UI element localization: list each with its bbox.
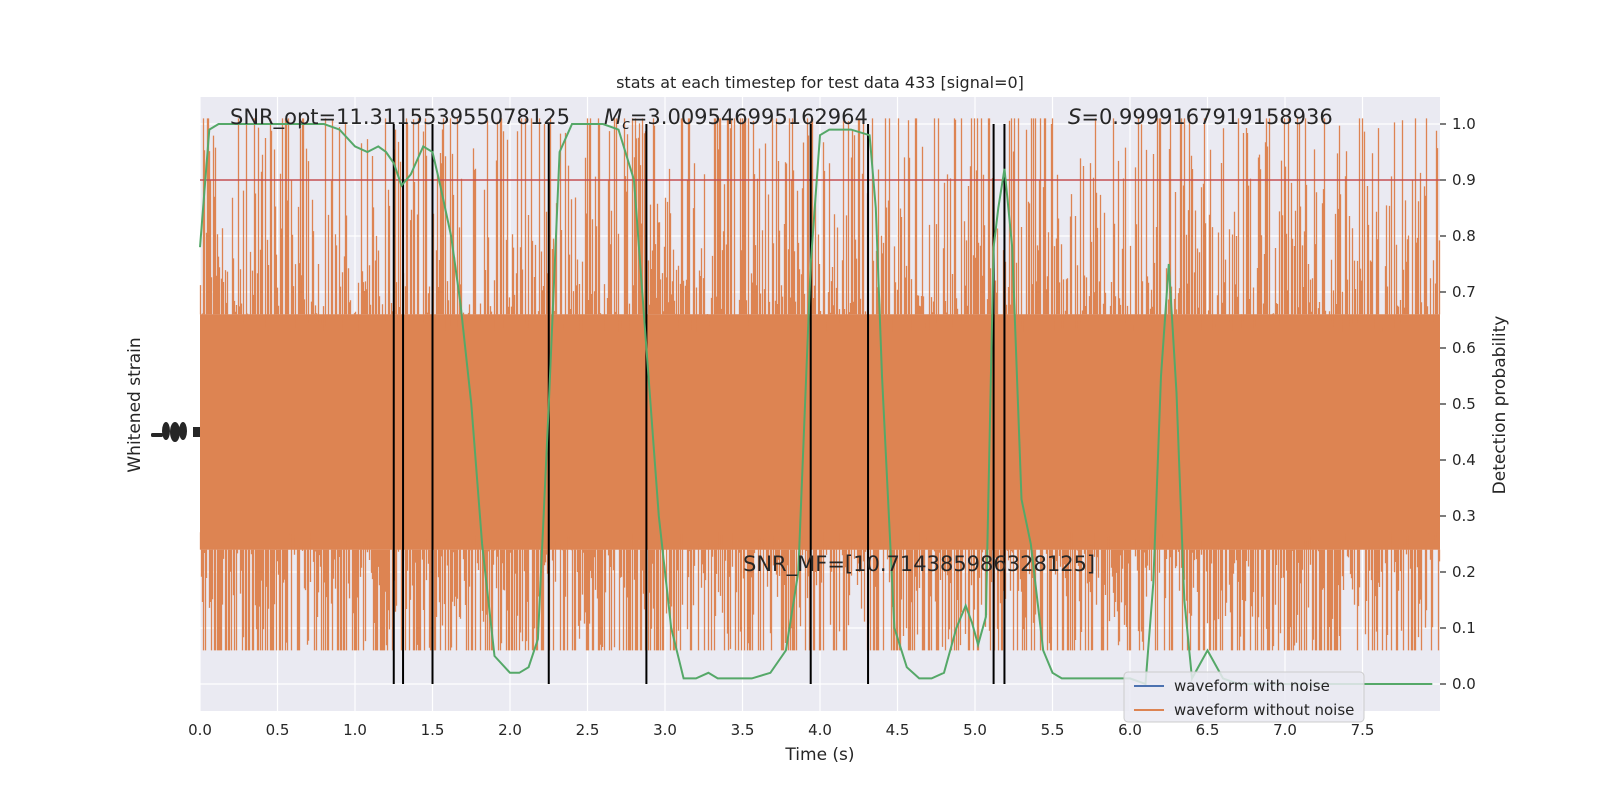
detection-markers	[392, 124, 1006, 684]
x-tick-label: 6.5	[1196, 721, 1220, 739]
y-tick-label: 0.1	[1452, 619, 1476, 637]
x-tick-label: 2.0	[498, 721, 522, 739]
y-tick-label: 0.9	[1452, 171, 1476, 189]
chart-title: stats at each timestep for test data 433…	[616, 73, 1024, 92]
x-tick-label: 4.0	[808, 721, 832, 739]
x-axis-ticks: 0.0 0.5 1.0 1.5 2.0 2.5 3.0 3.5 4.0 4.5 5.0 5.5 6.0 6…	[188, 721, 1374, 739]
chirp-mass-annotation: Mc=3.009546995162964	[604, 105, 868, 133]
left-y-axis-tick-glyphs	[151, 422, 200, 442]
x-tick-label: 3.5	[731, 721, 755, 739]
x-tick-label: 2.5	[576, 721, 600, 739]
y-tick-label: 0.0	[1452, 675, 1476, 693]
x-axis-label: Time (s)	[784, 745, 854, 765]
y-tick-label: 0.6	[1452, 339, 1476, 357]
y-tick-label: 0.2	[1452, 563, 1476, 581]
y-tick-label: 0.8	[1452, 227, 1476, 245]
x-tick-label: 3.0	[653, 721, 677, 739]
x-tick-label: 7.5	[1351, 721, 1375, 739]
right-y-axis-ticks: 0.0 0.1 0.2 0.3 0.4 0.5 0.6 0.7 0.8 0.9 1.0	[1440, 115, 1476, 693]
x-tick-label: 5.5	[1041, 721, 1065, 739]
y-tick-label: 0.4	[1452, 451, 1476, 469]
legend-label-waveform-without-noise: waveform without noise	[1174, 701, 1354, 719]
strain-spikes-down	[199, 532, 1441, 651]
x-tick-label: 0.0	[188, 721, 212, 739]
y-tick-label: 1.0	[1452, 115, 1476, 133]
y-tick-label: 0.5	[1452, 395, 1476, 413]
right-y-axis-label: Detection probability	[1490, 316, 1510, 495]
waveform-without-noise-band	[199, 118, 1441, 651]
y-tick-label: 0.3	[1452, 507, 1476, 525]
x-tick-label: 6.0	[1118, 721, 1142, 739]
y-tick-label: 0.7	[1452, 283, 1476, 301]
x-tick-label: 0.5	[266, 721, 290, 739]
snr-opt-annotation: SNR_opt=11.311553955078125	[230, 105, 570, 130]
legend-box	[1123, 671, 1365, 723]
snr-mf-annotation: SNR_MF=[10.714385986328125]	[743, 552, 1095, 577]
x-tick-label: 7.0	[1273, 721, 1297, 739]
strain-core	[200, 314, 1440, 550]
x-tick-label: 5.0	[963, 721, 987, 739]
detection-probability-line	[199, 123, 1433, 686]
s-annotation: S=0.9999167919158936	[1068, 105, 1333, 129]
x-tick-label: 4.5	[886, 721, 910, 739]
left-y-axis-label: Whitened strain	[125, 337, 145, 472]
legend-label-waveform-with-noise: waveform with noise	[1174, 677, 1330, 695]
legend: waveform with noise waveform without noi…	[1123, 671, 1365, 723]
x-tick-label: 1.0	[343, 721, 367, 739]
x-tick-label: 1.5	[421, 721, 445, 739]
